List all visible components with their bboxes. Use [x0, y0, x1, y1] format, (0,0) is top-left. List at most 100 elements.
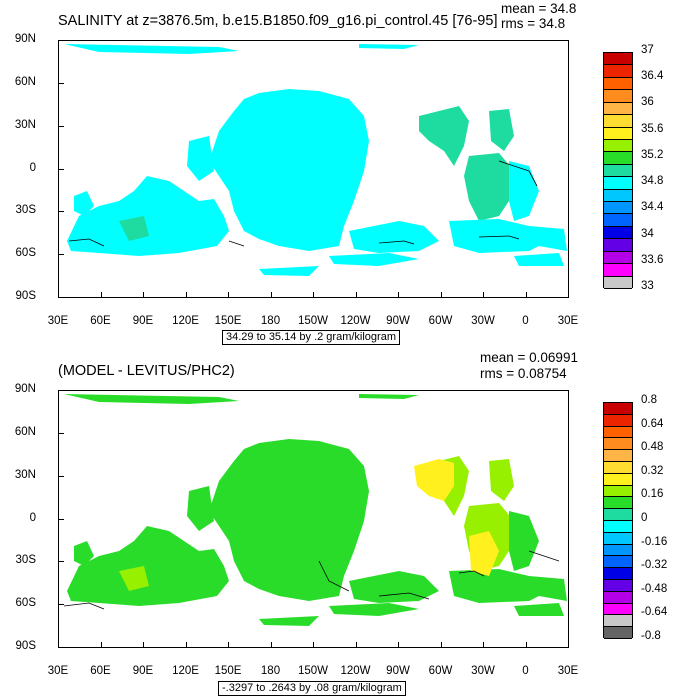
x-tick-label: 0 — [522, 665, 529, 677]
ocean-region — [329, 253, 419, 266]
colorbar-box — [604, 214, 632, 227]
contour-line — [378, 592, 430, 600]
colorbar-label: 33 — [641, 280, 654, 292]
colorbar-box — [604, 591, 632, 604]
x-tick — [483, 292, 484, 298]
y-tick — [58, 475, 64, 477]
y-tick-label: 90N — [14, 383, 36, 395]
x-tick-label: 60E — [90, 315, 111, 327]
x-tick — [398, 292, 399, 298]
colorbar-box — [604, 414, 632, 427]
colorbar-box — [604, 615, 632, 628]
x-tick — [313, 642, 314, 648]
colorbar-box — [604, 102, 632, 116]
colorbar-box — [604, 127, 632, 140]
ocean-region — [187, 136, 214, 181]
colorbar-box — [604, 251, 632, 265]
colorbar-label: 33.6 — [641, 253, 664, 266]
y-tick-label: 60N — [14, 75, 36, 88]
x-tick — [100, 292, 102, 298]
ocean-region — [489, 109, 514, 151]
x-tick — [568, 642, 569, 648]
ocean-region — [514, 253, 564, 266]
x-tick — [440, 642, 442, 648]
colorbar-label: -0.64 — [641, 606, 668, 619]
y-tick-label: 30N — [14, 468, 36, 481]
x-tick-label: 120E — [172, 665, 199, 677]
colorbar-label: 0.48 — [641, 441, 664, 454]
colorbar-box — [604, 264, 632, 277]
x-tick-label: 150W — [297, 665, 329, 677]
y-tick-label: 30S — [15, 554, 36, 567]
colorbar-label: -0.32 — [641, 559, 668, 572]
y-tick — [58, 390, 64, 391]
y-tick — [58, 297, 64, 298]
x-tick-label: 180 — [260, 315, 281, 327]
contour-line — [228, 240, 245, 247]
ocean-region — [209, 89, 369, 251]
colorbar-box — [604, 139, 632, 153]
contour-line — [458, 570, 485, 577]
x-tick — [58, 292, 59, 298]
colorbar-box — [604, 544, 632, 557]
y-tick — [58, 518, 64, 520]
colorbar-label: -0.8 — [641, 630, 661, 642]
x-tick-label: 180 — [260, 665, 281, 677]
colorbar-box — [604, 473, 632, 486]
ocean-region — [187, 486, 214, 531]
colorbar-label: 36 — [641, 96, 654, 109]
x-tick-label: 150E — [214, 665, 242, 677]
contour-range-label: -.3297 to .2643 by .08 gram/kilogram — [218, 681, 406, 696]
contour-line — [318, 560, 350, 592]
panel-title: (MODEL - LEVITUS/PHC2) — [58, 363, 235, 379]
ocean-region — [64, 394, 239, 404]
colorbar-box — [604, 152, 632, 165]
ocean-region — [74, 541, 94, 566]
ocean-region — [449, 569, 549, 603]
colorbar-box — [604, 53, 632, 66]
x-tick-label: 120W — [340, 665, 371, 677]
colorbar-label: 34.4 — [641, 201, 664, 214]
colorbar-label: 0.32 — [641, 464, 664, 477]
colorbar-label: 37 — [641, 44, 654, 56]
contour-line — [378, 240, 415, 245]
ocean-region — [329, 603, 419, 616]
contour-range-label: 34.29 to 35.14 by .2 gram/kilogram — [222, 330, 400, 345]
colorbar-label: 35.2 — [641, 148, 664, 161]
x-tick — [313, 292, 314, 298]
x-tick-label: 30E — [557, 315, 579, 327]
y-tick — [58, 40, 64, 41]
mean-stat: mean = 0.06991 — [480, 350, 578, 365]
ocean-region — [419, 106, 469, 166]
y-tick-label: 30N — [14, 118, 36, 131]
x-tick — [525, 292, 527, 298]
colorbar-box — [604, 462, 632, 474]
ocean-region — [359, 394, 419, 399]
contour-line — [528, 550, 560, 562]
y-tick — [58, 254, 64, 256]
x-tick — [568, 292, 569, 298]
panel-title: SALINITY at z=3876.5m, b.e15.B1850.f09_g… — [58, 13, 498, 29]
colorbar-box — [604, 164, 632, 178]
x-tick — [270, 642, 272, 648]
y-tick-label: 30S — [15, 204, 36, 217]
x-tick-label: 90E — [132, 315, 154, 327]
x-tick-label: 60E — [90, 665, 111, 677]
contour-line — [68, 238, 105, 247]
colorbar-box — [604, 202, 632, 215]
colorbar-box — [604, 556, 632, 569]
y-tick-label: 0 — [29, 511, 36, 524]
colorbar-box — [604, 90, 632, 103]
colorbar-box — [604, 532, 632, 545]
x-tick-label: 60W — [428, 665, 453, 677]
x-tick — [58, 642, 59, 648]
y-tick — [58, 604, 64, 606]
x-tick-label: 90W — [386, 315, 410, 327]
ocean-region — [259, 616, 319, 626]
x-tick — [185, 642, 187, 648]
y-tick-label: 60S — [15, 247, 36, 260]
rms-stat: rms = 0.08754 — [480, 366, 567, 381]
x-tick-label: 60W — [428, 315, 453, 327]
x-tick-label: 120E — [172, 315, 199, 327]
x-tick — [440, 292, 442, 298]
